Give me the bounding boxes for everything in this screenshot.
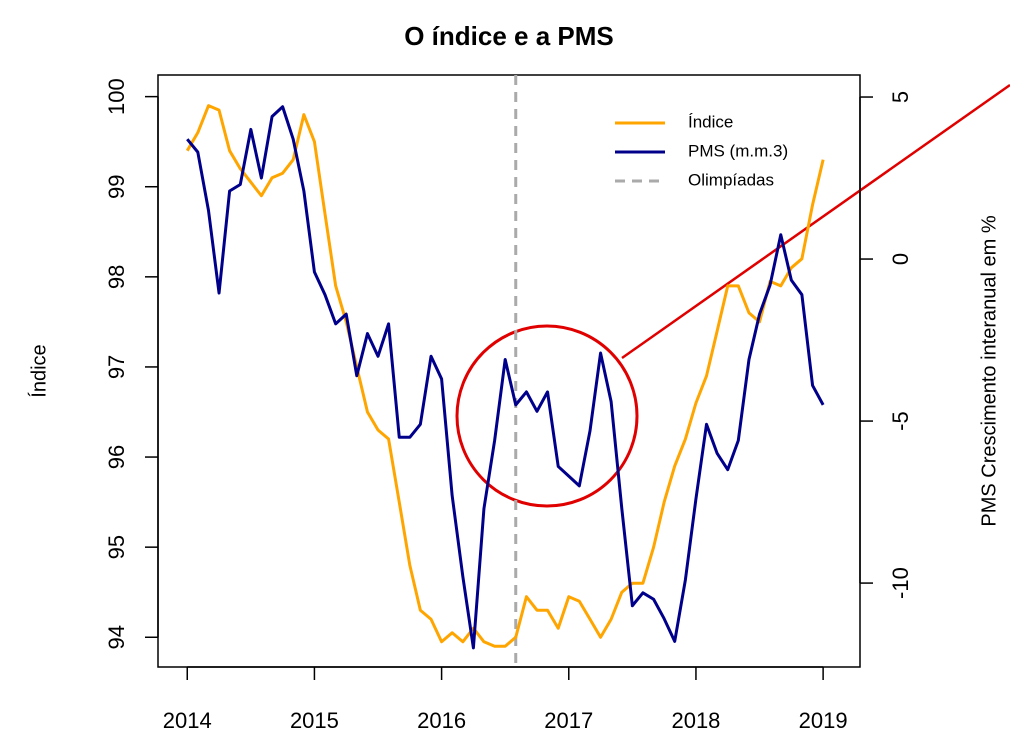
y-tick-label: 100 (104, 78, 129, 115)
annotation-line (621, 83, 1010, 360)
y-axis-title: Índice (27, 344, 50, 397)
y-tick-label: 95 (104, 535, 129, 559)
x-tick-label: 2019 (799, 708, 848, 733)
series-line (186, 105, 825, 650)
x-tick-label: 2016 (417, 708, 466, 733)
x-tick-label: 2014 (163, 708, 212, 733)
x-tick-label: 2015 (290, 708, 339, 733)
y-tick-label: 98 (104, 265, 129, 289)
chart-title: O índice e a PMS (404, 21, 614, 51)
y-tick-label: 94 (104, 625, 129, 649)
legend-label: Olimpíadas (688, 170, 774, 189)
y-tick-label: 97 (104, 355, 129, 379)
x-tick-label: 2017 (544, 708, 593, 733)
series-line (185, 104, 825, 648)
y2-tick-label: 0 (888, 253, 913, 265)
highlight-circle (455, 324, 639, 508)
y2-axis-title: PMS Crescimento interanual em % (978, 215, 1000, 526)
legend-label: PMS (m.m.3) (688, 141, 788, 160)
y2-tick-label: -10 (888, 567, 913, 599)
legend-label: Índice (688, 112, 733, 131)
y2-tick-label: 5 (888, 91, 913, 103)
y2-tick-label: -5 (888, 411, 913, 431)
y-tick-label: 96 (104, 445, 129, 469)
y-tick-label: 99 (104, 174, 129, 198)
x-tick-label: 2018 (671, 708, 720, 733)
